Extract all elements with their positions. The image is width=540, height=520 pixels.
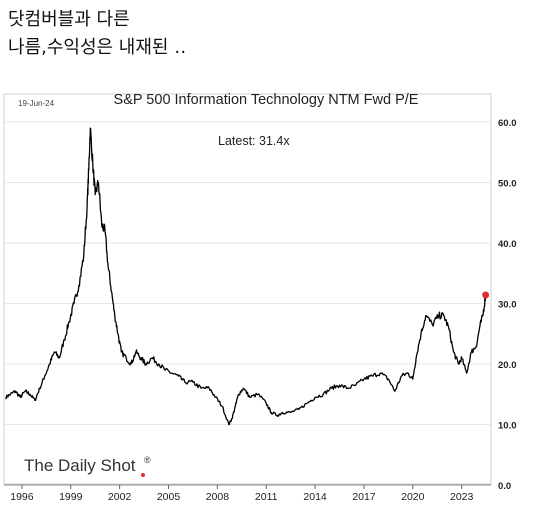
latest-annotation: Latest: 31.4x [218, 134, 290, 148]
x-tick-label: 2017 [352, 491, 376, 503]
x-tick-label: 2005 [157, 491, 181, 503]
y-tick-label: 30.0 [498, 300, 517, 311]
chart-title: S&P 500 Information Technology NTM Fwd P… [114, 92, 419, 108]
source-logo: The Daily Shot [24, 456, 136, 475]
x-tick-label: 1996 [10, 491, 34, 503]
y-axis: 0.0 10.0 20.0 30.0 40.0 50.0 60.0 [498, 118, 517, 492]
x-tick-label: 2023 [450, 491, 474, 503]
y-tick-label: 40.0 [498, 239, 517, 250]
x-tick-label: 1999 [59, 491, 83, 503]
source-logo-dot [141, 473, 145, 477]
x-tick-label: 2014 [303, 491, 327, 503]
caption-line-1: 닷컴버블과 다른 [8, 9, 130, 30]
y-tick-label: 50.0 [498, 179, 517, 190]
caption-line-2: 나름,수익성은 내재된 ‥ [8, 37, 187, 58]
chart-background [0, 84, 540, 516]
chart-card: 1996 1999 2002 2005 2008 2011 2014 2017 2020 2023… [0, 84, 540, 516]
y-tick-label: 60.0 [498, 118, 517, 129]
latest-point-marker [482, 291, 490, 299]
pe-chart: 1996 1999 2002 2005 2008 2011 2014 2017 2020 2023… [0, 84, 540, 516]
y-tick-label: 20.0 [498, 360, 517, 371]
x-tick-label: 2002 [108, 491, 132, 503]
x-tick-label: 2011 [255, 491, 278, 503]
source-logo-mark: ® [144, 455, 151, 465]
x-tick-label: 2008 [206, 491, 230, 503]
x-axis: 1996 1999 2002 2005 2008 2011 2014 2017 2020 2023 [4, 484, 491, 503]
plot-frame [3, 93, 492, 485]
y-tick-label: 0.0 [498, 481, 511, 492]
date-label: 19-Jun-24 [18, 99, 55, 108]
post-caption: 닷컴버블과 다른 나름,수익성은 내재된 ‥ [8, 6, 528, 62]
x-tick-label: 2020 [401, 491, 425, 503]
series-line [5, 127, 487, 426]
y-tick-label: 10.0 [498, 421, 517, 432]
